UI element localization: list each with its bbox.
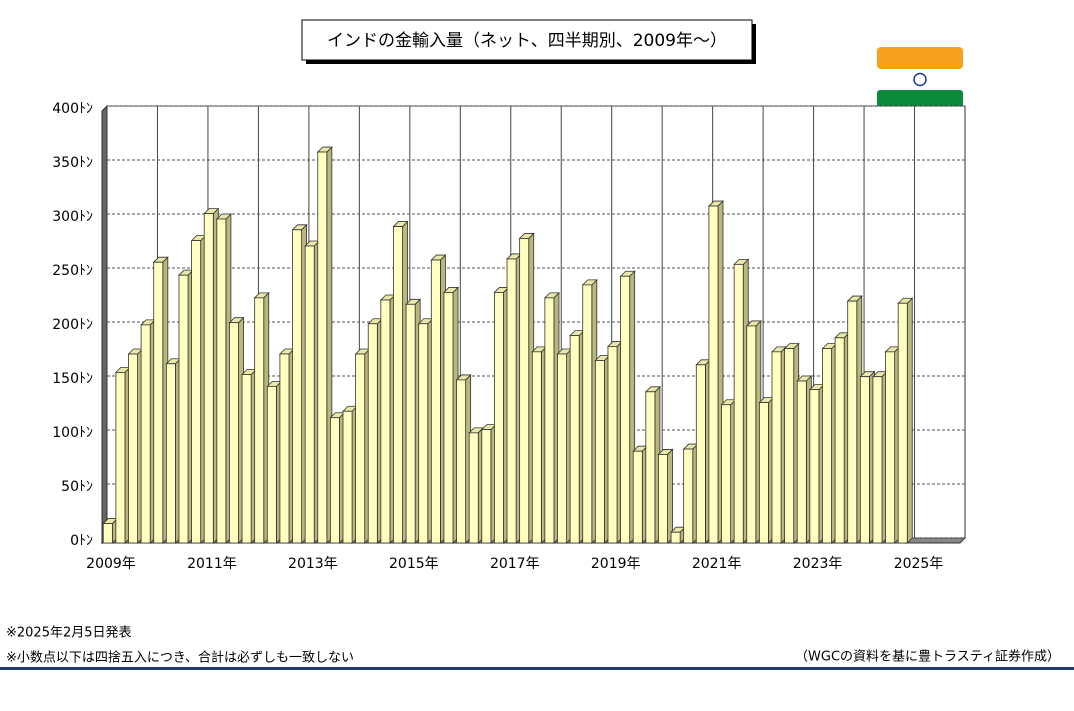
bar [178,274,189,544]
bar [519,238,530,544]
bar [670,531,681,544]
title-box [301,19,753,61]
bar [153,261,164,544]
bar [468,432,479,544]
y-tick-label: 300ﾄﾝ [52,209,93,225]
bar-side [667,448,673,544]
y-tick-label: 350ﾄﾝ [52,155,93,171]
bar [405,303,416,544]
bar [746,325,757,544]
bar [254,297,265,544]
bar [481,429,492,544]
bar [430,259,441,544]
bar [380,299,391,544]
bar [241,374,252,544]
y-tick-label: 200ﾄﾝ [52,317,93,333]
bar [632,450,643,544]
bar [620,275,631,544]
bar [203,213,214,544]
y-tick-label: 100ﾄﾝ [52,425,93,441]
x-tick-label: 2017年 [490,556,540,572]
bar [721,404,732,544]
side-wall [101,104,108,545]
source: （WGCの資料を基に豊トラスティ証券作成） [795,649,1060,665]
bar [897,302,908,544]
note: ※小数点以下は四捨五入につき、合計は必ずしも一致しない [6,650,354,666]
bar [128,353,138,544]
bar [771,351,782,544]
footer-rule [0,667,1074,670]
bar-side [906,297,913,544]
x-tick-label: 2019年 [591,556,641,572]
y-tick-label: 400ﾄﾝ [52,101,93,117]
bar [733,263,744,544]
bar [569,335,580,544]
bar [784,348,795,544]
bar [355,353,366,544]
bar [607,346,618,544]
bar [191,240,202,544]
bar [594,360,605,544]
x-tick-label: 2009年 [86,556,136,572]
bar [645,391,656,544]
x-tick-label: 2013年 [288,556,338,572]
bar [456,379,467,544]
bar [367,323,378,544]
x-tick-label: 2011年 [187,556,237,572]
bar [683,448,694,544]
bar [582,284,593,544]
bar [317,151,328,544]
bar [758,402,769,544]
note: ※2025年2月5日発表 [6,626,132,641]
bar [165,363,176,544]
bar [229,322,239,544]
y-tick-label: 250ﾄﾝ [52,263,93,279]
bar [506,258,517,544]
bar [266,385,277,544]
x-tick-label: 2025年 [894,556,944,572]
bar [796,380,807,544]
x-tick-label: 2015年 [389,556,439,572]
bar [834,337,845,544]
bar [115,371,126,544]
bar [557,353,567,544]
x-tick-label: 2021年 [692,556,742,572]
bar [708,205,719,544]
bar [531,351,542,544]
bar [443,292,454,544]
chart-title: インドの金輸入量（ネット、四半期別、2009年～） [327,31,727,51]
bar [859,376,870,544]
bar [329,417,340,544]
bar [885,351,896,544]
x-tick-label: 2023年 [793,556,843,572]
y-tick-label: 150ﾄﾝ [52,371,93,387]
bar [544,297,555,544]
bar [822,348,832,544]
bar [279,353,290,544]
bar [102,523,113,544]
y-tick-label: 0ﾄﾝ [70,533,93,549]
bar [809,389,820,544]
y-tick-label: 50ﾄﾝ [61,479,93,495]
bar [393,226,403,544]
bar [658,454,668,544]
bar [418,323,429,544]
bar [292,229,303,544]
bar [140,324,151,544]
bar [304,245,315,544]
bar [695,364,706,544]
bar [342,410,353,544]
bar [847,300,858,544]
bar [216,218,227,544]
bar [494,292,504,544]
bar [872,376,883,544]
